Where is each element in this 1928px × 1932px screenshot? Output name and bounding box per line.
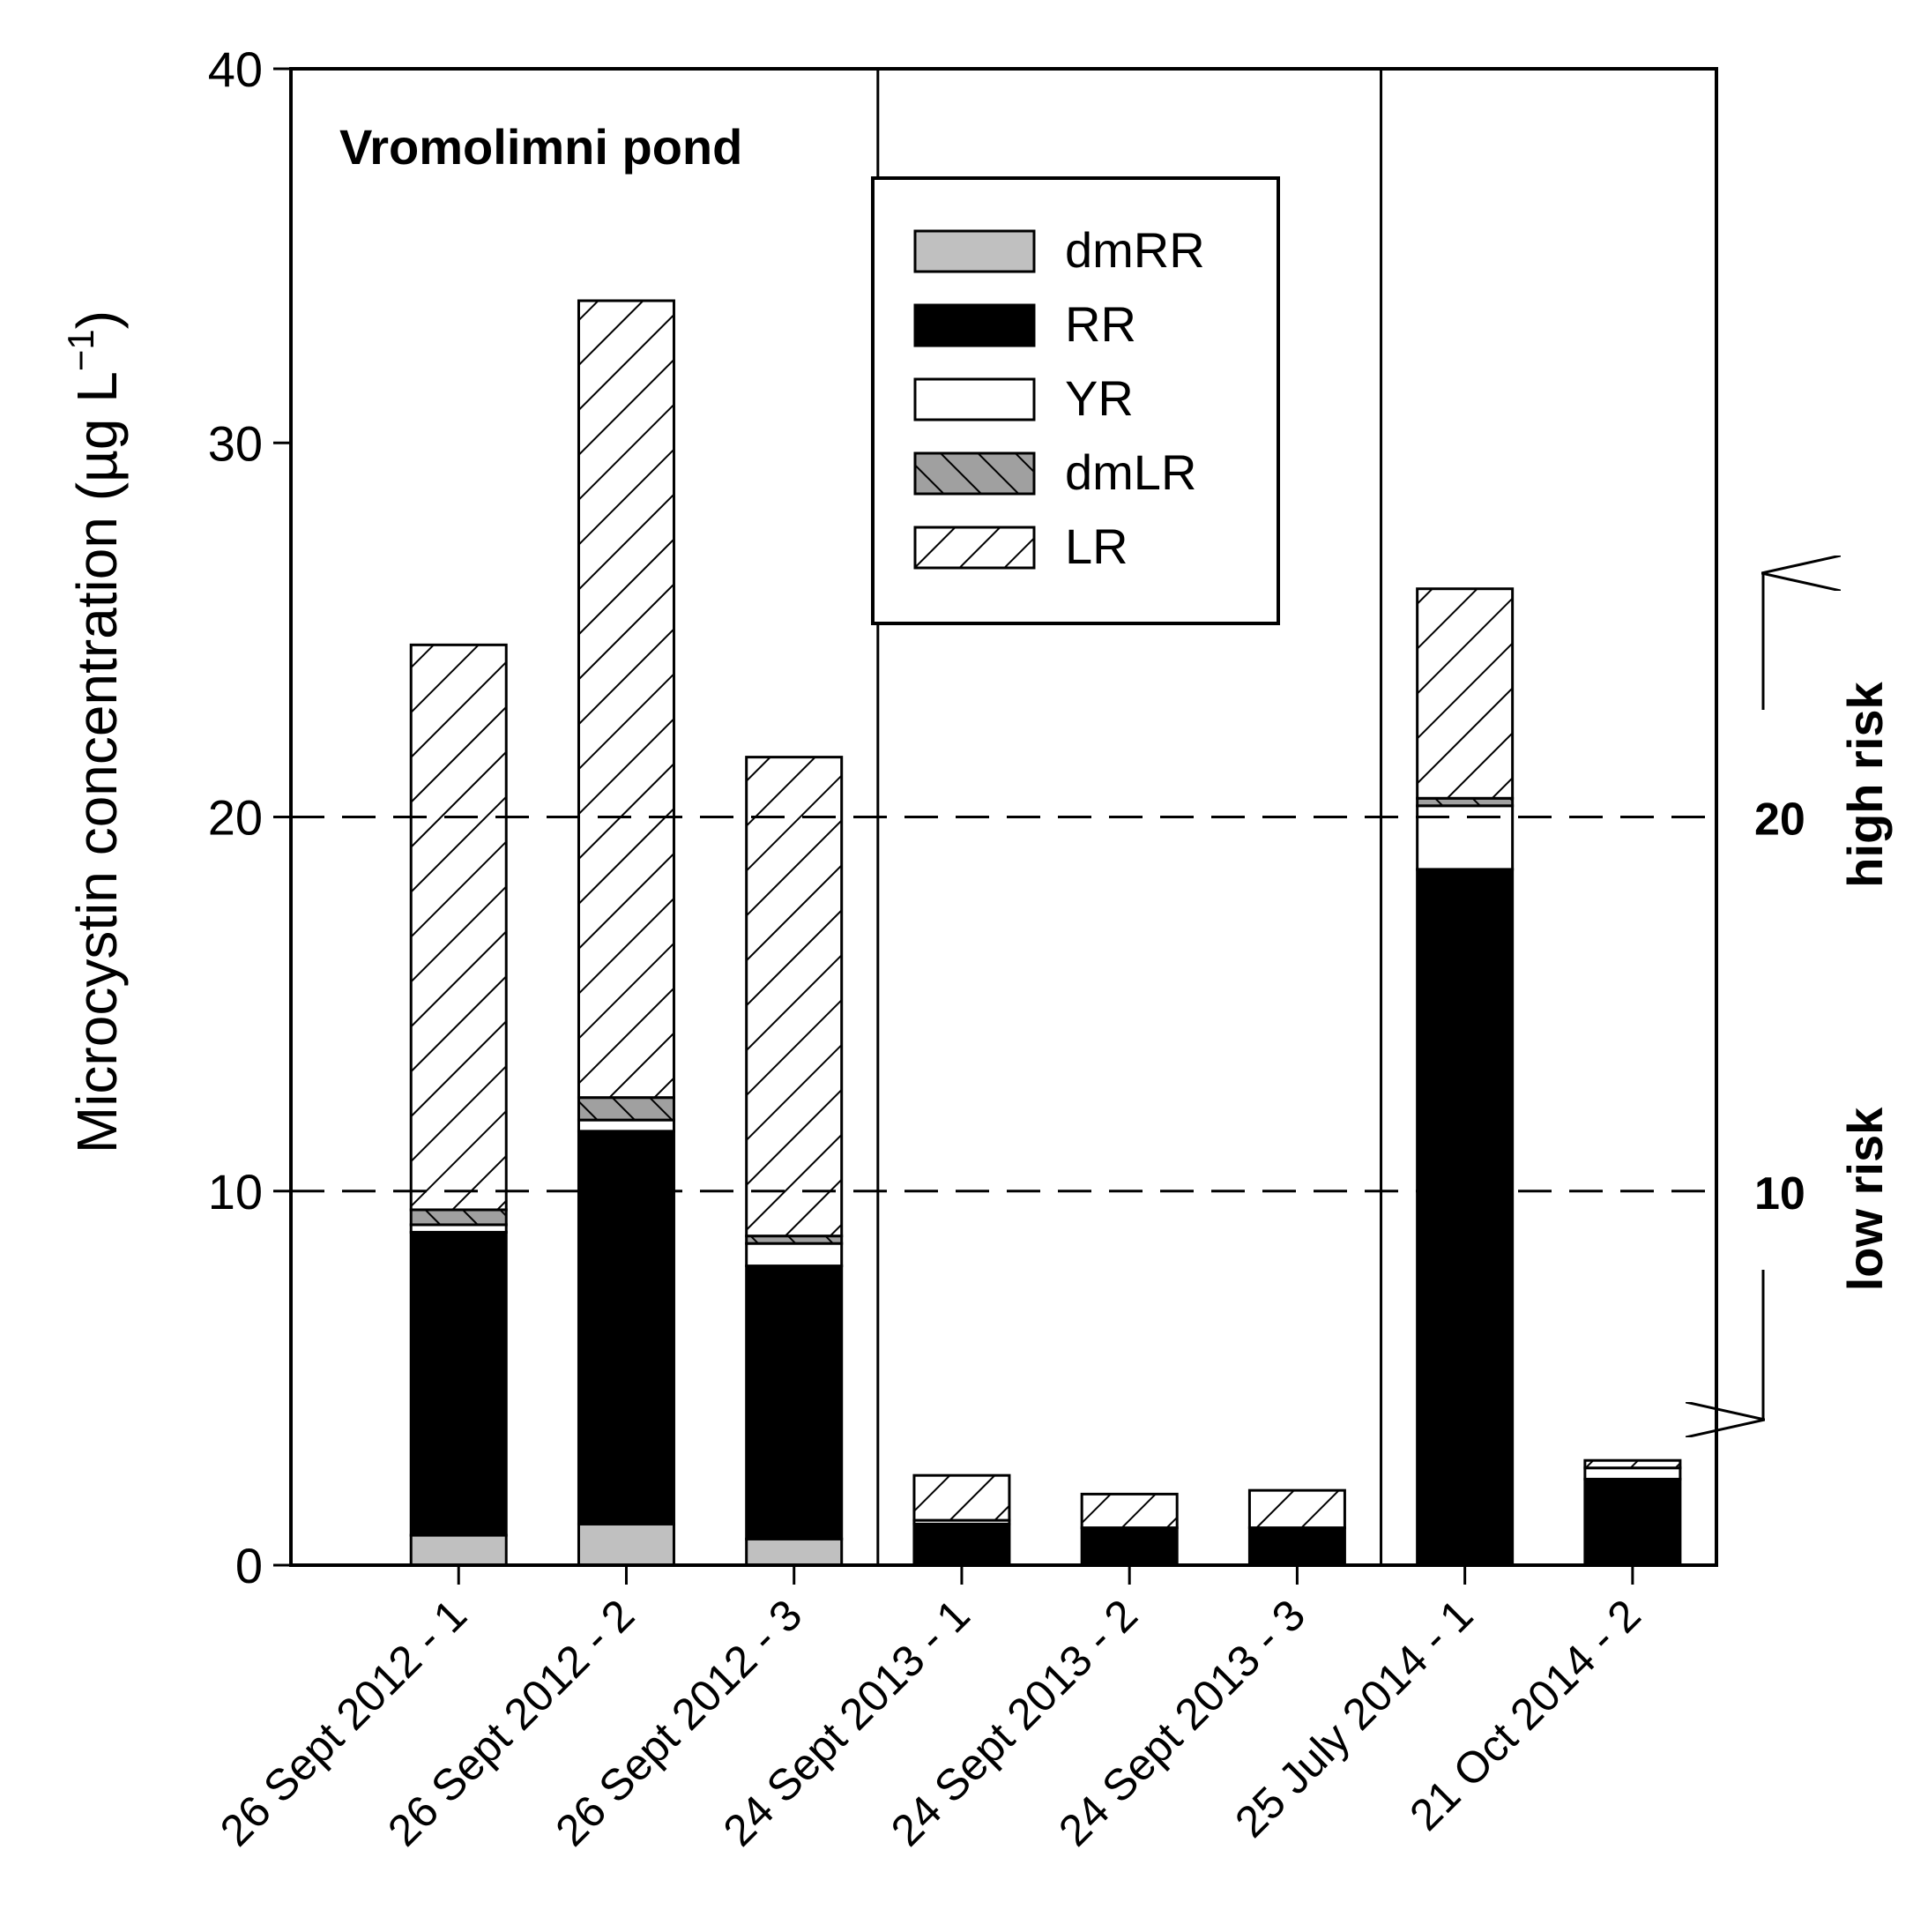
legend-label-LR: LR [1065,518,1128,574]
bar-segment-YR [745,1242,844,1268]
y-tick-label: 40 [208,41,263,97]
legend-swatch-LR [913,526,1036,570]
y-tick-label: 0 [235,1538,263,1593]
threshold-label: 20 [1754,794,1805,846]
legend-swatch-dmRR [913,229,1036,273]
bar-segment-dmRR [745,1537,844,1567]
legend-label-dmRR: dmRR [1065,222,1205,278]
bar-segment-dmRR [577,1522,675,1567]
low-risk-label: low risk [1837,1107,1893,1291]
bar-segment-LR [577,299,675,1100]
y-tick-label: 30 [208,415,263,471]
y-tick-label: 20 [208,790,263,846]
legend-label-dmLR: dmLR [1065,444,1196,500]
bar-segment-RR [409,1230,508,1537]
bar-segment-YR [1416,804,1515,871]
bar-segment-LR [912,1473,1011,1522]
high-risk-label: high risk [1837,681,1893,887]
chart-title: Vromolimni pond [339,119,742,175]
bar-segment-dmLR [409,1208,508,1227]
y-tick-label: 10 [208,1164,263,1220]
bar-segment-RR [745,1264,844,1540]
bar-segment-YR [577,1118,675,1133]
bar-segment-LR [1583,1458,1682,1470]
y-axis-title-close: ) [65,310,129,329]
risk-annotations: high risk low risk [1763,573,1893,1420]
x-axis: 26 Sept 2012 - 126 Sept 2012 - 226 Sept … [211,1565,1650,1855]
legend-label-YR: YR [1065,370,1134,426]
bar-segment-LR [745,756,844,1238]
bar-segment-RR [1583,1477,1682,1567]
bar-segment-LR [1416,587,1515,800]
bar-segment-dmRR [409,1533,508,1567]
bar-segment-RR [912,1522,1011,1567]
bar-segment-LR [1080,1492,1179,1530]
y-axis: 0 10 20 30 40 [208,41,291,1593]
legend-label-RR: RR [1065,296,1136,352]
legend-swatch-YR [913,377,1036,421]
bar-segment-YR [1583,1466,1682,1481]
legend-swatch-dmLR [913,451,1036,496]
legend: dmRR RR YR dmLR LR [871,176,1280,625]
bar-segment-LR [409,643,508,1212]
legend-swatch-RR [913,303,1036,347]
bar-segment-LR [1247,1488,1346,1530]
bar-segment-RR [1080,1526,1179,1567]
y-axis-title-main: Microcystin concentration (µg L [65,371,129,1153]
bar-segment-RR [1416,868,1515,1567]
y-axis-title-superscript: −1 [60,329,101,371]
threshold-label: 10 [1754,1168,1805,1220]
bar-segment-RR [577,1130,675,1525]
bar-segment-RR [1247,1526,1346,1567]
bar-segment-dmLR [577,1096,675,1122]
bars-layer [409,299,1682,1567]
y-axis-title: Microcystin concentration (µg L−1) [60,310,129,1153]
risk-threshold-lines: 10 20 [291,794,1805,1220]
